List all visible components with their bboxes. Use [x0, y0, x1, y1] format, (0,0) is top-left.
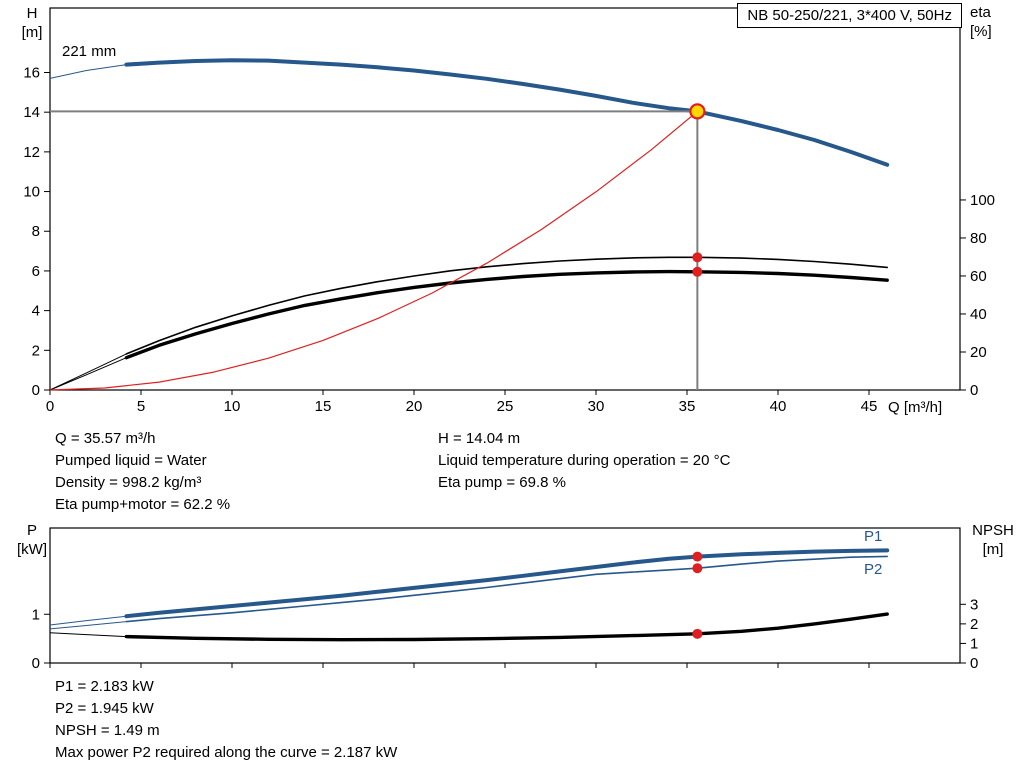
- eta-pump-curve-lead: [49, 353, 127, 391]
- npsh-axis-symbol: NPSH: [972, 522, 1014, 539]
- max-power-note: Max power P2 required along the curve = …: [55, 744, 398, 761]
- head-curve-lead: [49, 64, 127, 79]
- y-right-tick-label: 0: [970, 655, 978, 672]
- system-curve-curve[interactable]: [49, 110, 698, 391]
- density-value: Density = 998.2 kg/m³: [55, 474, 202, 491]
- impeller-size-label: 221 mm: [62, 43, 117, 60]
- y-left-tick-label: 8: [32, 223, 40, 240]
- p-axis-symbol: P: [26, 522, 37, 539]
- x-tick-label: 45: [861, 398, 878, 415]
- npsh-curve[interactable]: [124, 612, 889, 642]
- h-value: H = 14.04 m: [438, 430, 521, 447]
- x-tick-label: 30: [588, 398, 605, 415]
- y-left-tick-label: 0: [32, 655, 40, 672]
- y-left-tick-label: 1: [32, 606, 40, 623]
- y-left-tick-label: 12: [23, 144, 40, 161]
- y-right-tick-label: 0: [970, 382, 978, 399]
- liquid-temperature: Liquid temperature during operation = 20…: [438, 452, 731, 469]
- eta-pump-motor-curve-lead: [49, 357, 127, 391]
- x-tick-label: 5: [137, 398, 145, 415]
- y-left-tick-label: 2: [32, 342, 40, 359]
- eta-pump-curve[interactable]: [125, 256, 889, 355]
- p-axis-label: P [kW]: [12, 521, 52, 559]
- y-left-tick-label: 10: [23, 184, 40, 201]
- y-right-tick-label: 1: [970, 635, 978, 652]
- h-axis-symbol: H: [26, 5, 38, 22]
- p1-curve[interactable]: [124, 548, 890, 619]
- p2-value: P2 = 1.945 kW: [55, 700, 154, 717]
- pumped-liquid: Pumped liquid = Water: [55, 452, 207, 469]
- npsh-curve-lead: [49, 632, 127, 638]
- x-tick-label: 10: [224, 398, 241, 415]
- p1-curve-label: P1: [864, 528, 883, 545]
- operating-data-left: Q = 35.57 m³/h Pumped liquid = Water Den…: [55, 428, 230, 516]
- p2-curve-label: P2: [864, 561, 883, 578]
- p1-point[interactable]: [692, 551, 703, 562]
- y-left-tick-label: 6: [32, 263, 40, 280]
- eta-pump-value: Eta pump = 69.8 %: [438, 474, 566, 491]
- p1-value: P1 = 2.183 kW: [55, 678, 154, 695]
- p2-curve[interactable]: [125, 555, 889, 623]
- power-data: P1 = 2.183 kW P2 = 1.945 kW NPSH = 1.49 …: [55, 676, 397, 764]
- p1-curve-lead: [49, 615, 127, 626]
- x-tick-label: 35: [679, 398, 696, 415]
- y-right-tick-label: 20: [970, 344, 987, 361]
- operating-data-right: H = 14.04 m Liquid temperature during op…: [438, 428, 730, 494]
- npsh-axis-label: NPSH [m]: [964, 521, 1022, 559]
- h-axis-label: H [m]: [14, 4, 50, 42]
- y-right-tick-label: 40: [970, 306, 987, 323]
- x-tick-label: 20: [406, 398, 423, 415]
- eta-axis-label: eta [%]: [970, 3, 992, 41]
- y-right-tick-label: 80: [970, 230, 987, 247]
- x-tick-label: 0: [46, 398, 54, 415]
- pump-type-box: NB 50-250/221, 3*400 V, 50Hz: [737, 3, 962, 28]
- h-axis-unit: [m]: [21, 24, 43, 41]
- eta-pump-point[interactable]: [692, 252, 703, 263]
- y-left-tick-label: 0: [32, 382, 40, 399]
- p2-point[interactable]: [692, 563, 703, 574]
- q-axis-label: Q [m³/h]: [888, 399, 943, 416]
- x-tick-label: 15: [315, 398, 332, 415]
- duty-point[interactable]: [689, 103, 706, 120]
- y-right-tick-label: 2: [970, 616, 978, 633]
- x-tick-label: 40: [770, 398, 787, 415]
- x-tick-label: 25: [497, 398, 514, 415]
- eta-pump-motor-curve[interactable]: [124, 269, 889, 360]
- y-right-tick-label: 3: [970, 596, 978, 613]
- p2-curve-lead: [49, 621, 127, 630]
- eta-pump-motor-point[interactable]: [692, 266, 703, 277]
- y-left-tick-label: 14: [23, 104, 40, 121]
- eta-axis-symbol: eta: [970, 4, 991, 21]
- plot-frame: [49, 527, 961, 664]
- y-right-tick-label: 100: [970, 192, 995, 209]
- p-axis-unit: [kW]: [17, 541, 47, 558]
- eta-axis-unit: [%]: [970, 23, 992, 40]
- npsh-value: NPSH = 1.49 m: [55, 722, 160, 739]
- plot-frame: [49, 7, 961, 391]
- y-left-tick-label: 16: [23, 64, 40, 81]
- npsh-point[interactable]: [692, 628, 703, 639]
- head-curve[interactable]: [124, 58, 890, 167]
- pump-type-label: NB 50-250/221, 3*400 V, 50Hz: [747, 7, 952, 24]
- y-left-tick-label: 4: [32, 303, 40, 320]
- eta-pump-motor-value: Eta pump+motor = 62.2 %: [55, 496, 231, 513]
- q-value: Q = 35.57 m³/h: [55, 430, 156, 447]
- npsh-axis-unit: [m]: [982, 541, 1004, 558]
- y-right-tick-label: 60: [970, 268, 987, 285]
